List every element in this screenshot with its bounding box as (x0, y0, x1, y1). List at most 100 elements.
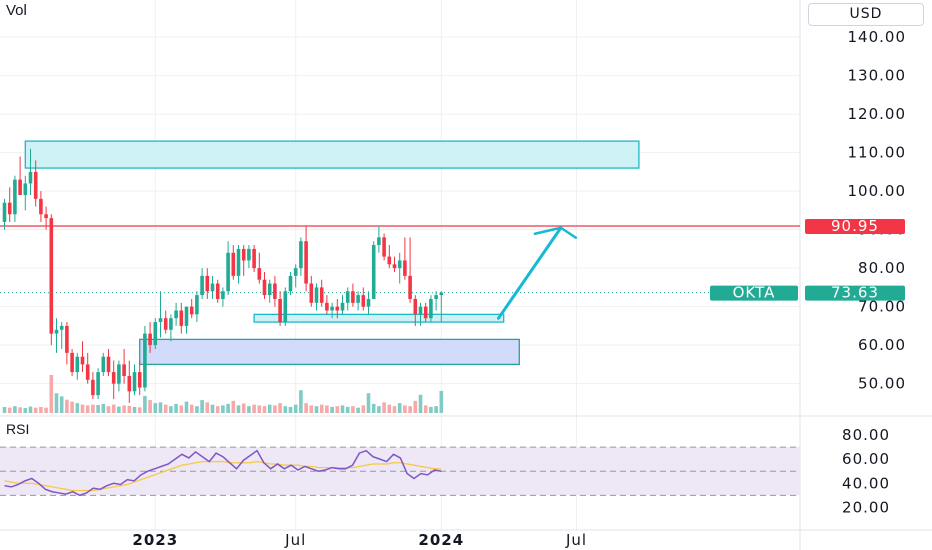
volume-bar (309, 405, 314, 413)
volume-bar (65, 399, 69, 413)
zone-box (24, 140, 640, 169)
candle-body (288, 275, 293, 292)
volume-bar (158, 402, 163, 413)
candle-body (80, 356, 85, 365)
volume-bar (137, 407, 142, 413)
volume-bar (257, 405, 262, 413)
candle-body (397, 260, 402, 269)
rsi-tick-label: 80.00 (842, 426, 890, 444)
candle-body (330, 306, 334, 311)
volume-bar (335, 406, 340, 413)
volume-bar (392, 406, 397, 413)
volume-bar (226, 403, 230, 413)
candle-body (325, 302, 329, 311)
candle-body (137, 372, 142, 388)
currency-button[interactable]: USD (808, 3, 924, 26)
rsi-tick-label: 20.00 (842, 498, 890, 516)
volume-bar (33, 407, 38, 413)
volume-bar (356, 407, 360, 413)
volume-bar (278, 403, 282, 413)
candle-body (122, 364, 126, 376)
time-tick-label: Jul (284, 531, 306, 549)
time-tick-label: 2023 (132, 531, 178, 549)
volume-bar (377, 406, 381, 413)
volume-bar (397, 403, 402, 413)
candle-body (13, 179, 17, 215)
volume-bar (101, 403, 106, 413)
candle-body (371, 245, 376, 299)
rsi-tick-label: 40.00 (842, 474, 890, 492)
candle-body (96, 372, 100, 396)
volume-bar (28, 406, 33, 413)
candle-body (215, 283, 220, 299)
candle-body (75, 356, 80, 373)
candle-body (299, 241, 303, 269)
volume-bar (195, 406, 199, 413)
candle-body (70, 352, 74, 373)
candle-body (278, 298, 282, 323)
candle-body (195, 295, 199, 315)
volume-bar (314, 406, 319, 413)
volume-bar (80, 404, 85, 413)
candle-body (382, 237, 386, 257)
candle-body (153, 322, 158, 346)
volume-bar (283, 406, 288, 413)
volume-bar (148, 400, 152, 413)
volume-bar (325, 405, 329, 413)
last-price-tag-label: 73.63 (831, 284, 879, 302)
candle-body (236, 248, 241, 276)
volume-bar (418, 394, 423, 413)
candle-body (252, 248, 256, 269)
volume-bar (413, 400, 418, 413)
volume-bar (153, 403, 158, 413)
volume-bar (330, 406, 334, 413)
resistance-tag-label: 90.95 (831, 217, 879, 235)
candle-body (340, 302, 345, 311)
volume-bar (361, 405, 366, 413)
candle-body (283, 291, 288, 323)
price-tick-label: 60.00 (858, 336, 906, 354)
volume-bar (169, 406, 173, 413)
volume-bar (23, 408, 28, 413)
volume-bar (111, 404, 116, 413)
candle-body (59, 325, 64, 330)
volume-bar (288, 406, 293, 413)
candle-body (65, 325, 69, 353)
volume-bar (184, 401, 189, 413)
volume-bar (262, 406, 267, 413)
price-tick-label: 110.00 (848, 144, 907, 162)
volume-bar (143, 395, 147, 413)
candle-body (39, 198, 43, 215)
candle-body (413, 298, 418, 315)
price-tick-label: 70.00 (858, 298, 906, 316)
volume-bar (215, 406, 220, 413)
candle-body (205, 275, 210, 292)
volume-bar (18, 407, 22, 413)
last-price-tag (805, 285, 905, 301)
projection-arrow (497, 226, 578, 320)
volume-bar (59, 396, 64, 413)
rsi-label: RSI (6, 421, 30, 437)
volume-bar (351, 406, 355, 413)
volume-label: Vol (6, 2, 27, 19)
candle-body (23, 183, 28, 196)
volume-bar (299, 390, 303, 413)
candle-body (2, 202, 7, 222)
candle-body (163, 318, 168, 330)
candle-body (392, 264, 397, 269)
volume-bars (2, 375, 444, 413)
rsi-line (4, 449, 442, 497)
volume-bar (39, 406, 43, 413)
candle-body (174, 310, 178, 319)
candle-body (351, 291, 355, 303)
candle-body (304, 241, 308, 284)
volume-bar (44, 407, 48, 413)
price-tick-label: 80.00 (858, 259, 906, 277)
candle-body (356, 295, 360, 303)
volume-bar (340, 405, 345, 413)
volume-bar (189, 404, 194, 413)
volume-bar (241, 403, 246, 413)
candle-body (200, 275, 204, 296)
